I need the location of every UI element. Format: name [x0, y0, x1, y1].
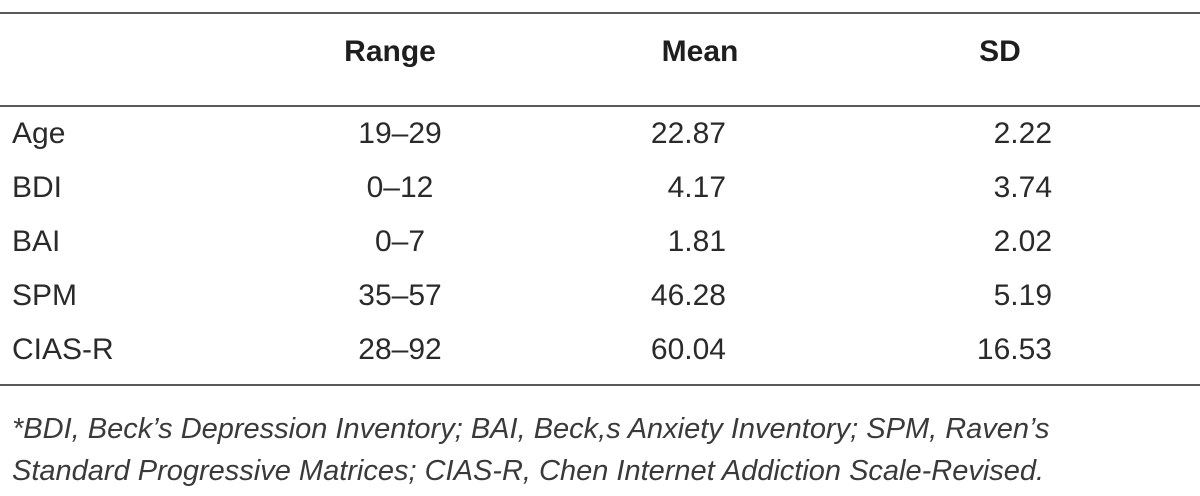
row-label: CIAS-R	[12, 333, 114, 366]
row-range: 0–12	[366, 171, 434, 204]
row-sd: 2.22	[993, 117, 1052, 150]
table-row: BDI 0–12 4.17 3.74	[0, 168, 1200, 208]
table-row: SPM 35–57 46.28 5.19	[0, 276, 1200, 316]
table-top-rule	[0, 12, 1200, 14]
table-footnote: *BDI, Beck’s Depression Inventory; BAI, …	[12, 408, 1188, 492]
table-bottom-rule	[0, 384, 1200, 386]
row-mean: 1.81	[667, 225, 726, 258]
row-sd: 16.53	[976, 333, 1052, 366]
row-label: BDI	[12, 171, 63, 204]
table-header-rule	[0, 105, 1200, 107]
row-label: BAI	[12, 225, 61, 258]
row-sd: 2.02	[993, 225, 1052, 258]
row-label: Age	[12, 117, 66, 150]
table-row: CIAS-R 28–92 60.04 16.53	[0, 330, 1200, 370]
row-range: 35–57	[358, 279, 442, 312]
footnote-line-1: *BDI, Beck’s Depression Inventory; BAI, …	[12, 413, 1050, 445]
row-range: 19–29	[358, 117, 442, 150]
row-sd: 5.19	[993, 279, 1052, 312]
row-sd: 3.74	[993, 171, 1052, 204]
header-range: Range	[344, 35, 436, 68]
row-mean: 4.17	[667, 171, 726, 204]
header-sd: SD	[979, 35, 1021, 68]
row-mean: 22.87	[650, 117, 726, 150]
table-row: Age 19–29 22.87 2.22	[0, 114, 1200, 154]
row-mean: 46.28	[650, 279, 726, 312]
row-mean: 60.04	[650, 333, 726, 366]
row-range: 28–92	[358, 333, 442, 366]
header-mean: Mean	[661, 35, 739, 68]
row-range: 0–7	[374, 225, 426, 258]
table-row: BAI 0–7 1.81 2.02	[0, 222, 1200, 262]
footnote-line-2: Standard Progressive Matrices; CIAS-R, C…	[12, 455, 1045, 487]
row-label: SPM	[12, 279, 78, 312]
table-header-row: Range Mean SD	[0, 32, 1200, 72]
